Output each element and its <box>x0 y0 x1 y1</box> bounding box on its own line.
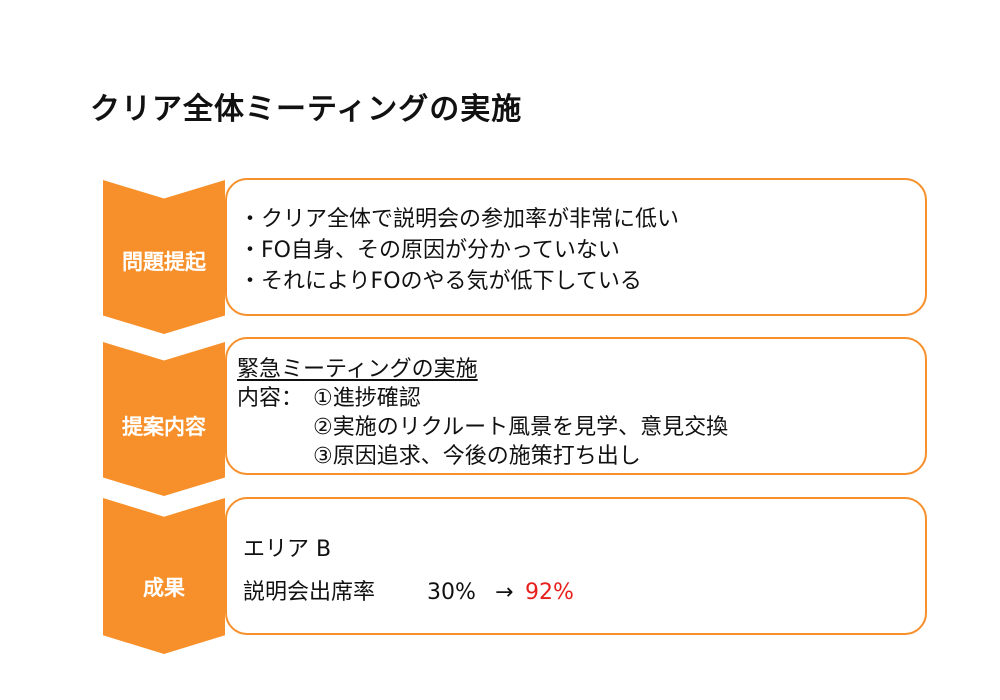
proposal-heading: 緊急ミーティングの実施 <box>237 357 478 382</box>
proposal-box: 緊急ミーティングの実施 内容： ①進捗確認 ②実施のリクルート風景を見学、意見交… <box>225 337 927 475</box>
result-box: エリア B 説明会出席率 30% → 92% <box>225 497 927 635</box>
proposal-chevron-shape <box>103 342 225 496</box>
problem-line-2: ・FO自身、その原因が分かっていない <box>239 238 620 263</box>
proposal-item-3: ③原因追求、今後の施策打ち出し <box>313 444 641 469</box>
result-before-value: 30% <box>427 580 476 605</box>
problem-line-1: ・クリア全体で説明会の参加率が非常に低い <box>239 207 680 232</box>
slide-title: クリア全体ミーティングの実施 <box>90 92 523 127</box>
problem-chevron-shape <box>103 180 225 334</box>
result-chevron-shape <box>103 498 225 654</box>
proposal-label: 提案内容 <box>122 415 206 439</box>
result-after-value: 92% <box>525 580 574 605</box>
result-arrow: → <box>495 580 514 605</box>
result-area: エリア B <box>243 537 332 562</box>
proposal-content-label: 内容： <box>237 386 304 411</box>
problem-box: ・クリア全体で説明会の参加率が非常に低い ・FO自身、その原因が分かっていない … <box>225 178 927 316</box>
result-label: 成果 <box>143 576 185 600</box>
problem-line-3: ・それによりFOのやる気が低下している <box>239 269 642 294</box>
result-metric-label: 説明会出席率 <box>243 580 376 605</box>
proposal-item-1: ①進捗確認 <box>313 386 421 411</box>
proposal-item-2: ②実施のリクルート風景を見学、意見交換 <box>313 415 729 440</box>
problem-label: 問題提起 <box>122 250 206 274</box>
